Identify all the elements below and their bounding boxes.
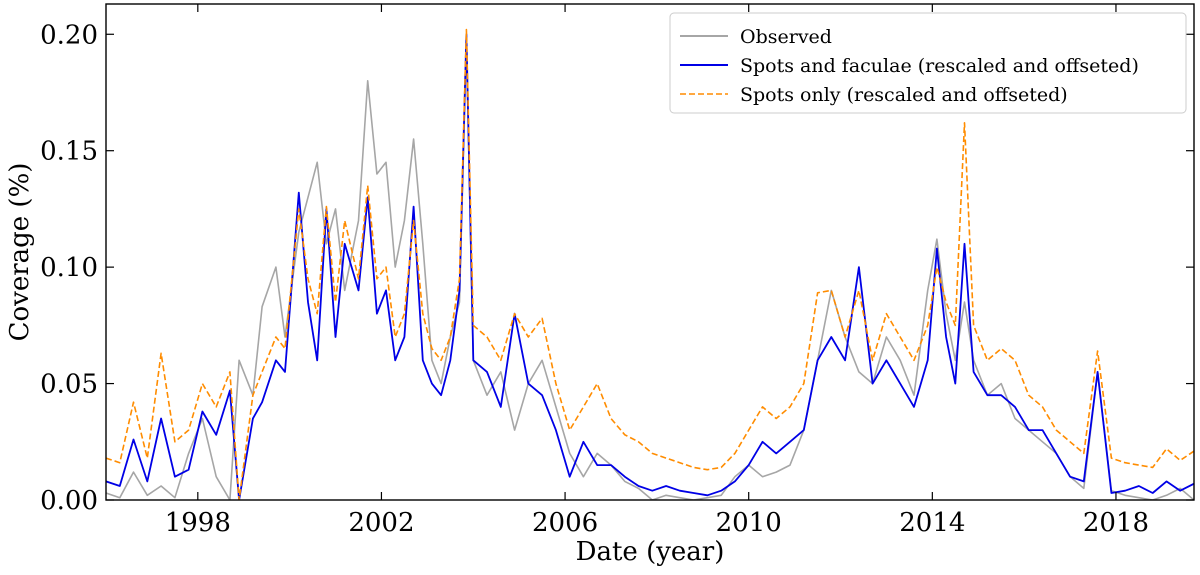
- plot-frame: [105, 3, 1195, 501]
- x-axis-label: Date (year): [576, 537, 725, 567]
- y-tick-label: 0.10: [40, 253, 98, 283]
- legend-entry-label: Observed: [740, 26, 832, 48]
- x-tick-label: 2018: [1083, 508, 1149, 538]
- x-tick-label: 2002: [348, 508, 414, 538]
- legend-entry-label: Spots and faculae (rescaled and offseted…: [740, 55, 1139, 77]
- y-axis-ticks: 0.00 0.05 0.10 0.15 0.20: [40, 20, 1194, 516]
- series-line-2: [106, 28, 1194, 500]
- x-tick-label: 1998: [165, 508, 231, 538]
- x-tick-label: 2010: [716, 508, 782, 538]
- legend-box: [669, 12, 1187, 114]
- x-axis-ticks: 1998 2002 2006 2010 2014 2018: [165, 4, 1149, 538]
- y-tick-label: 0.15: [40, 137, 98, 167]
- y-tick-label: 0.20: [40, 20, 98, 50]
- legend-entry-label: Spots only (rescaled and offseted): [740, 84, 1068, 106]
- x-tick-label: 2006: [532, 508, 598, 538]
- y-axis-label: Coverage (%): [5, 163, 35, 342]
- y-tick-label: 0.00: [40, 486, 98, 516]
- series-layer: [106, 28, 1194, 500]
- y-tick-label: 0.05: [40, 370, 98, 400]
- legend: Observed Spots and faculae (rescaled and …: [669, 12, 1187, 114]
- x-tick-label: 2014: [899, 508, 965, 538]
